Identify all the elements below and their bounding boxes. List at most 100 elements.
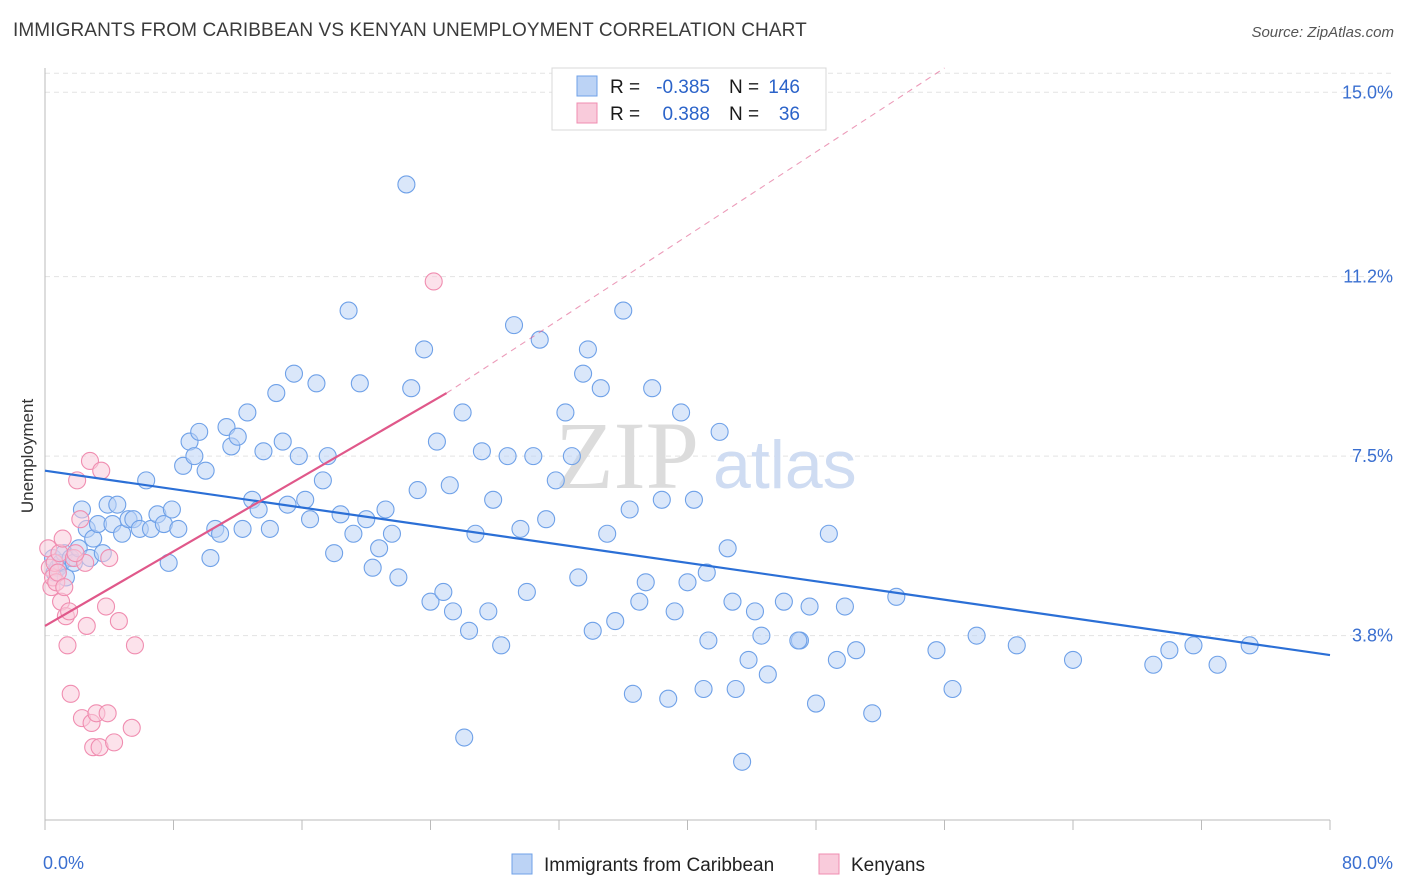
caribbean-point [233, 519, 252, 538]
legend-n-value-2: 36 [779, 104, 800, 125]
caribbean-point [684, 490, 703, 509]
caribbean-point [498, 447, 517, 466]
bottom-legend: Immigrants from Caribbean Kenyans [511, 853, 925, 876]
legend-n-label-2: N = [729, 104, 759, 125]
caribbean-point [694, 679, 713, 699]
caribbean-point [569, 568, 588, 587]
kenyans-point [125, 636, 144, 655]
trend-lines [44, 67, 1331, 657]
caribbean-point [479, 602, 498, 621]
kenyans-point [92, 461, 111, 480]
caribbean-point [1007, 636, 1026, 655]
caribbean-point [943, 679, 962, 699]
caribbean-point [350, 374, 369, 393]
caribbean-point [723, 592, 742, 611]
caribbean-point [530, 330, 549, 349]
caribbean-point [1063, 650, 1083, 669]
caribbean-point [296, 490, 315, 509]
caribbean-point [455, 728, 474, 747]
caribbean-point [389, 568, 408, 587]
caribbean-point [752, 626, 771, 645]
caribbean-point [699, 631, 718, 650]
caribbean-point [492, 636, 511, 655]
caribbean-point [835, 597, 854, 616]
caribbean-point [169, 519, 188, 538]
caribbean-point [967, 626, 986, 645]
caribbean-point [562, 447, 581, 466]
caribbean-point [546, 471, 565, 490]
caribbean-point [739, 650, 758, 669]
caribbean-point [472, 442, 491, 461]
caribbean-point [827, 650, 846, 669]
caribbean-point [504, 316, 524, 335]
x-tick-label-1: 80.0% [1342, 853, 1393, 873]
caribbean-point [927, 641, 946, 660]
watermark-atlas: atlas [713, 427, 857, 503]
caribbean-point [459, 621, 479, 640]
caribbean-point [201, 548, 220, 568]
caribbean-point [313, 471, 332, 490]
caribbean-point [556, 403, 575, 422]
caribbean-point [357, 510, 376, 529]
caribbean-point [273, 432, 292, 451]
caribbean-point [643, 379, 662, 398]
caribbean-point [370, 539, 389, 558]
caribbean-point [847, 641, 866, 660]
caribbean-point [697, 563, 716, 582]
legend-r-label-1: R = [610, 77, 640, 98]
y-axis-title: Unemployment [18, 399, 37, 514]
legend: R = -0.385 N = 146 R = 0.388 N = 36 [551, 67, 827, 131]
caribbean-point [382, 524, 402, 543]
legend-r-value-2: 0.388 [662, 104, 710, 125]
kenyans-point [77, 616, 96, 635]
caribbean-point [1144, 655, 1163, 674]
caribbean-point [484, 490, 503, 509]
caribbean-point [726, 679, 745, 699]
bottom-legend-swatch-caribbean [511, 853, 533, 875]
caribbean-point [1208, 655, 1227, 674]
caribbean-point [524, 447, 543, 466]
caribbean-point [819, 524, 838, 543]
caribbean-point [578, 340, 597, 359]
y-tick-label-1: 7.5% [1352, 446, 1393, 466]
caribbean-point [162, 500, 181, 519]
watermark: ZIP atlas [555, 402, 857, 509]
caribbean-point [620, 500, 639, 519]
caribbean-point [415, 340, 434, 359]
caribbean-point [718, 539, 737, 558]
caribbean-point [774, 592, 793, 611]
legend-r-value-1: -0.385 [656, 77, 710, 98]
bottom-legend-caribbean: Immigrants from Caribbean [544, 855, 774, 876]
y-tick-label-0: 3.8% [1352, 626, 1393, 646]
caribbean-point [344, 524, 363, 543]
caribbean-point [108, 495, 127, 514]
caribbean-point [339, 301, 358, 320]
caribbean-point [289, 447, 308, 466]
caribbean-point [443, 602, 463, 621]
caribbean-point [434, 582, 453, 602]
source-credit: Source: ZipAtlas.com [1251, 24, 1394, 41]
axes [44, 68, 1331, 830]
caribbean-point [363, 558, 382, 577]
caribbean-point [636, 573, 655, 592]
kenyans-trend-extension [446, 67, 945, 394]
caribbean-point [453, 403, 472, 422]
legend-n-label-1: N = [729, 77, 759, 98]
caribbean-point [537, 510, 556, 529]
kenyans-point [100, 548, 119, 568]
caribbean-point [397, 175, 416, 194]
caribbean-point [806, 694, 826, 713]
caribbean-point [591, 379, 610, 398]
caribbean-point [511, 519, 530, 538]
kenyans-point [71, 510, 90, 529]
caribbean-point [665, 602, 684, 621]
x-tick-label-0: 0.0% [43, 853, 84, 873]
caribbean-point [672, 403, 691, 422]
caribbean-point [758, 665, 777, 684]
caribbean-point [238, 403, 257, 422]
kenyans-point [58, 636, 77, 655]
caribbean-point [710, 422, 729, 441]
legend-r-label-2: R = [610, 104, 640, 125]
caribbean-point [284, 364, 304, 383]
